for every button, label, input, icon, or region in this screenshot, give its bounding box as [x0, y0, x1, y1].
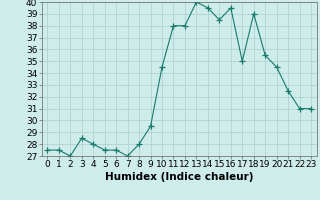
- X-axis label: Humidex (Indice chaleur): Humidex (Indice chaleur): [105, 172, 253, 182]
